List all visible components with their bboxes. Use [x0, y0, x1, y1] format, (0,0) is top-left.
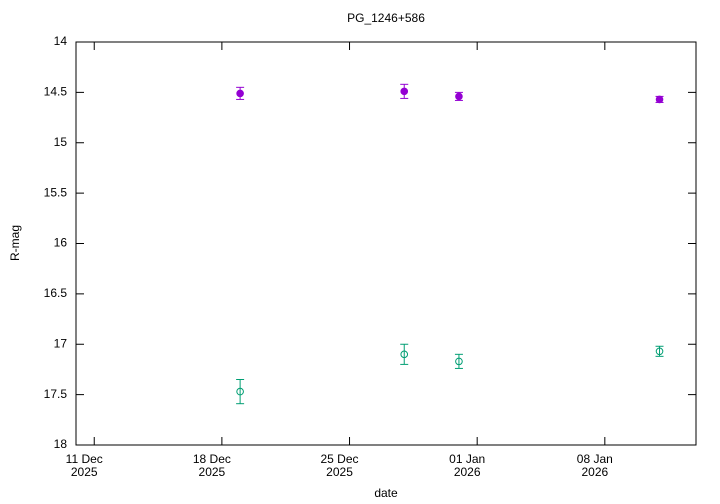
error-bar [236, 379, 245, 405]
x-tick-label: 11 Dec 2025 [66, 452, 103, 479]
y-tick-label: 15.5 [44, 185, 68, 199]
y-tick-label: 14.5 [44, 85, 68, 99]
x-tick-label-line: 2025 [326, 465, 353, 479]
y-tick-label: 15 [54, 135, 68, 149]
point [655, 95, 664, 104]
error-bar [400, 343, 409, 365]
error-bar [454, 353, 463, 369]
x-tick-label-line: 2025 [199, 465, 226, 479]
x-tick-label-line: 18 Dec [193, 452, 231, 466]
x-tick-label-line: 2026 [581, 465, 608, 479]
point [236, 89, 244, 98]
x-tick-label-line: 25 Dec [321, 452, 359, 466]
y-tick-label: 17 [54, 336, 68, 350]
y-tick-label: 17.5 [44, 387, 68, 401]
x-tick-label: 25 Dec 2025 [321, 452, 359, 479]
point [400, 350, 409, 359]
x-axis-label: date [374, 486, 398, 500]
x-tick-label: 08 Jan 2026 [577, 452, 613, 479]
x-tick-label: 18 Dec 2025 [193, 452, 231, 479]
x-tick-label: 01 Jan 2026 [449, 452, 485, 479]
x-tick-label-line: 01 Jan [449, 452, 485, 466]
point [455, 92, 463, 101]
x-tick-label-line: 2026 [454, 465, 481, 479]
y-tick-label: 16.5 [44, 286, 68, 300]
x-tick-label-line: 2025 [71, 465, 98, 479]
x-tick-label-line: 11 Dec [66, 452, 103, 466]
y-tick-label: 18 [54, 437, 68, 451]
y-axis-label: R-mag [8, 225, 22, 261]
point [400, 87, 409, 96]
point [655, 347, 664, 356]
point [455, 357, 463, 366]
chart-title: PG_1246+586 [347, 11, 425, 25]
point [236, 387, 244, 396]
y-tick-label: 16 [54, 236, 68, 250]
y-tick-label: 14 [54, 34, 68, 48]
x-tick-label-line: 08 Jan [577, 452, 613, 466]
